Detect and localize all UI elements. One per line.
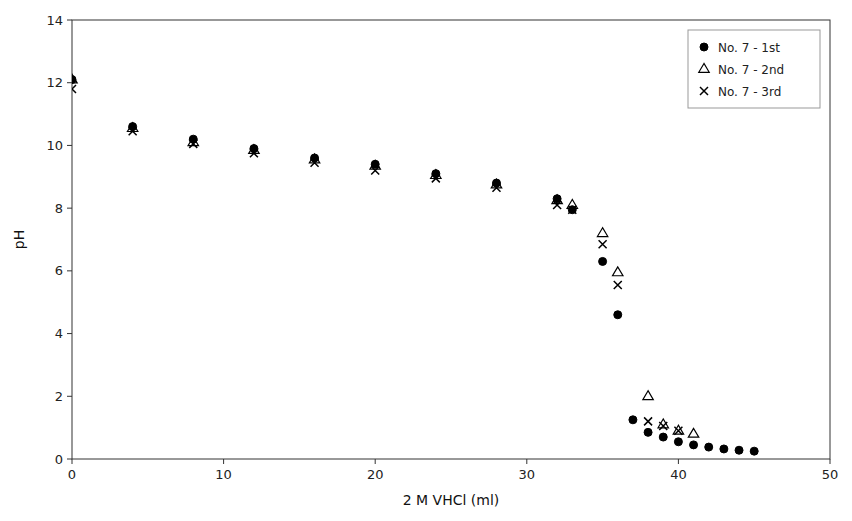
- x-tick-label: 20: [367, 467, 384, 482]
- point: [432, 174, 440, 182]
- x-tick-label: 30: [519, 467, 536, 482]
- point: [614, 311, 622, 319]
- y-tick-label: 12: [46, 75, 63, 90]
- point: [250, 149, 258, 157]
- point: [371, 167, 379, 175]
- y-tick: [67, 208, 72, 209]
- point: [553, 201, 561, 209]
- legend-marker: [700, 43, 708, 51]
- point: [72, 74, 77, 83]
- point: [720, 445, 728, 453]
- point: [705, 443, 713, 451]
- point: [674, 427, 682, 435]
- plot-area: [72, 74, 758, 455]
- point: [613, 267, 623, 276]
- x-tick-label: 10: [215, 467, 232, 482]
- y-tick-label: 6: [55, 263, 63, 278]
- series: [72, 76, 758, 456]
- point: [735, 446, 743, 454]
- point: [629, 416, 637, 424]
- point: [614, 281, 622, 289]
- point: [129, 127, 137, 135]
- series: [72, 74, 699, 437]
- legend-label: No. 7 - 3rd: [718, 85, 781, 99]
- legend: No. 7 - 1st No. 7 - 2nd No. 7 - 3rd: [688, 30, 820, 108]
- series: [72, 85, 682, 435]
- x-tick-label: 0: [68, 467, 76, 482]
- point: [659, 433, 667, 441]
- y-axis-label: pH: [11, 230, 27, 249]
- point: [643, 391, 653, 400]
- point: [597, 228, 607, 237]
- y-tick-label: 4: [55, 326, 63, 341]
- x-axis-label: 2 M VHCl (ml): [403, 492, 500, 508]
- point: [674, 438, 682, 446]
- legend-marker: [700, 87, 708, 95]
- y-tick: [67, 20, 72, 21]
- y-tick: [67, 396, 72, 397]
- x-tick: [223, 459, 224, 464]
- y-tick-label: 10: [46, 138, 63, 153]
- x-tick: [375, 459, 376, 464]
- point: [492, 184, 500, 192]
- x-tick: [830, 459, 831, 464]
- y-tick: [67, 82, 72, 83]
- legend-label: No. 7 - 1st: [718, 41, 780, 55]
- y-tick: [67, 270, 72, 271]
- legend-marker: [699, 64, 709, 73]
- plot-frame: [72, 20, 830, 459]
- legend-box: [688, 30, 820, 108]
- y-tick: [67, 459, 72, 460]
- point: [568, 206, 576, 214]
- point: [599, 257, 607, 265]
- y-tick: [67, 333, 72, 334]
- x-tick-label: 40: [670, 467, 687, 482]
- point: [189, 140, 197, 148]
- x-tick-label: 50: [822, 467, 839, 482]
- y-tick-label: 2: [55, 389, 63, 404]
- x-tick: [72, 459, 73, 464]
- point: [690, 441, 698, 449]
- point: [568, 206, 576, 214]
- point: [750, 447, 758, 455]
- x-tick: [678, 459, 679, 464]
- point: [311, 159, 319, 167]
- x-tick: [526, 459, 527, 464]
- point: [659, 422, 667, 430]
- y-tick-label: 14: [46, 13, 63, 28]
- point: [72, 85, 76, 93]
- point: [673, 425, 683, 434]
- point: [599, 240, 607, 248]
- point: [644, 428, 652, 436]
- y-tick-label: 8: [55, 201, 63, 216]
- point: [688, 428, 698, 437]
- y-tick-label: 0: [55, 452, 63, 467]
- point: [644, 417, 652, 425]
- y-tick: [67, 145, 72, 146]
- legend-label: No. 7 - 2nd: [718, 63, 784, 77]
- chart: 0 10 20 30 40 50 0 2 4 6 8 10 12 14 2 M VHCl (ml) pH No.…: [0, 0, 852, 521]
